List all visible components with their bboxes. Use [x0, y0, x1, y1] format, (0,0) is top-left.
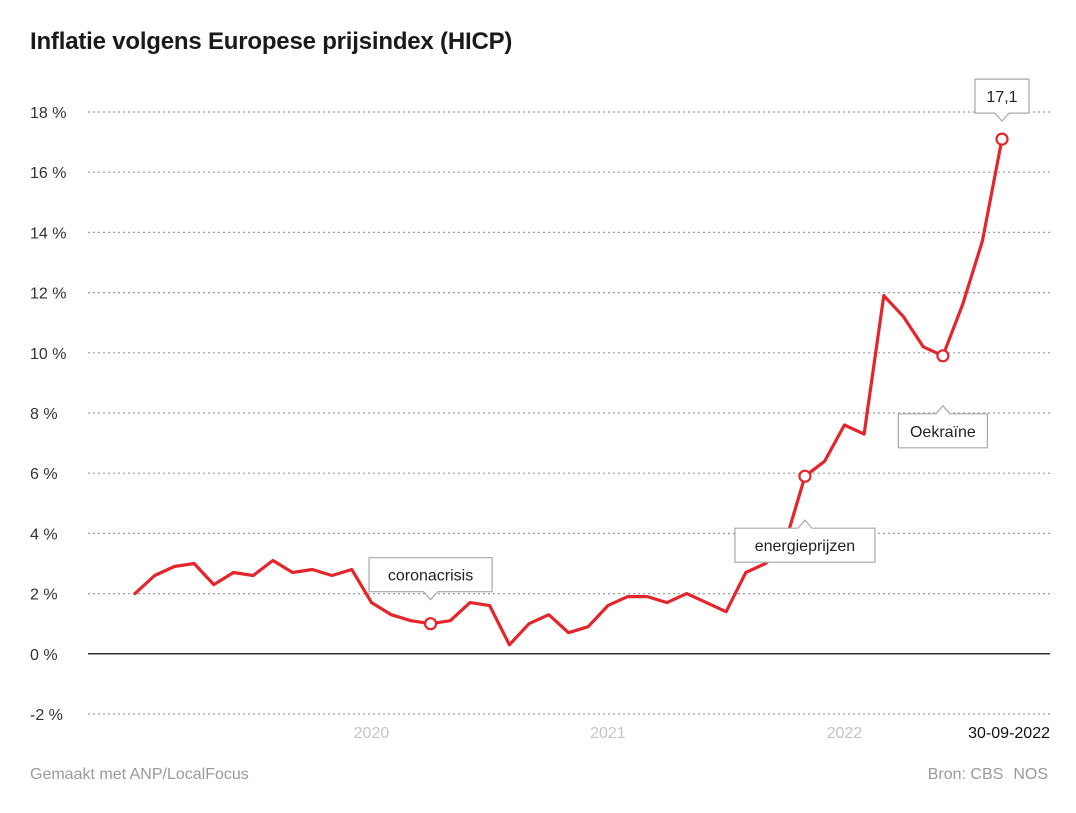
y-tick-label: -2 %: [30, 707, 63, 724]
y-tick-label: 2 %: [30, 587, 58, 604]
annotation-callout: 17,1: [974, 78, 1030, 123]
x-tick-label: 2021: [590, 725, 626, 742]
annotation-point: [995, 132, 1009, 146]
y-tick-label: 10 %: [30, 346, 66, 363]
annotation-callout: Oekraïne: [897, 404, 988, 449]
x-axis-labels: 2020 2021 2022 30-09-2022: [354, 725, 1050, 742]
footer-source: Bron: CBS NOS: [918, 766, 1048, 784]
y-tick-label: 0 %: [30, 647, 58, 664]
series-lines: [133, 137, 1004, 647]
callout-box: [974, 78, 1030, 123]
chart-title: Inflatie volgens Europese prijsindex (HI…: [30, 28, 513, 55]
callout-label: 17,1: [986, 89, 1017, 106]
y-tick-label: 4 %: [30, 526, 58, 543]
callout-box: [897, 404, 988, 449]
source-label: Bron: CBS: [927, 766, 1004, 783]
series-line: [133, 137, 1004, 647]
callout-label: Oekraïne: [910, 424, 976, 441]
callout-label: energieprijzen: [755, 538, 856, 555]
gridlines: [88, 111, 1050, 715]
y-tick-label: 8 %: [30, 406, 58, 423]
annotation-point: [423, 617, 438, 631]
x-tick-label: 2020: [354, 725, 390, 742]
callout-label: coronacrisis: [388, 568, 473, 585]
x-tick-label: 2022: [827, 725, 863, 742]
y-tick-label: 14 %: [30, 225, 66, 242]
x-end-date-label: 30-09-2022: [968, 725, 1050, 742]
annotation-markers: [423, 132, 1009, 631]
footer-credit: Gemaakt met ANP/LocalFocus: [30, 766, 249, 783]
y-tick-label: 6 %: [30, 466, 58, 483]
annotation-callout: energieprijzen: [734, 519, 876, 563]
callout-box: [368, 557, 493, 601]
annotation-point: [936, 349, 950, 363]
y-tick-label: 16 %: [30, 165, 66, 182]
annotation-callouts: coronacrisis energieprijzen Oekraïne 17,1: [368, 78, 1030, 601]
y-axis-labels: 18 % 16 % 14 % 12 % 10 % 8 % 6 % 4 % 2 % 0 % -2 %: [30, 105, 66, 724]
callout-box: [734, 519, 876, 563]
y-tick-label: 18 %: [30, 105, 66, 122]
publisher-label: NOS: [1013, 766, 1048, 783]
annotation-callout: coronacrisis: [368, 557, 493, 601]
y-tick-label: 12 %: [30, 286, 66, 303]
annotation-point: [798, 469, 812, 483]
